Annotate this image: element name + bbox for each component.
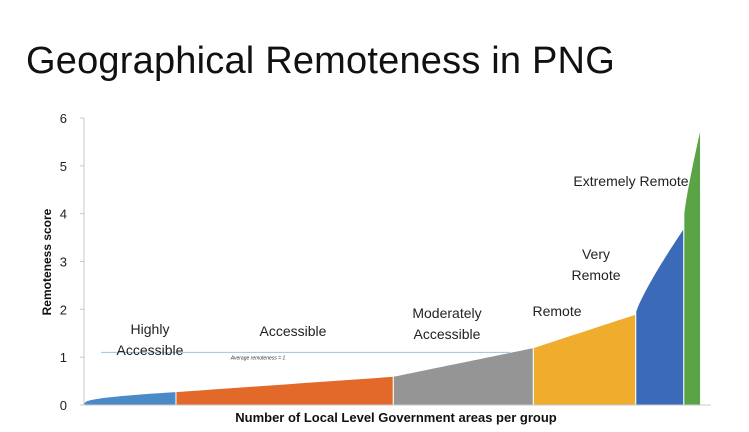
group-label-moderately-accessible: Accessible xyxy=(414,326,481,342)
y-tick-label: 1 xyxy=(60,350,67,365)
y-axis-label: Remoteness score xyxy=(40,208,54,315)
group-label-extremely-remote: Extremely Remote xyxy=(573,173,688,189)
group-label-accessible: Accessible xyxy=(260,323,327,339)
slide-title: Geographical Remoteness in PNG xyxy=(26,40,615,82)
series-area-remote xyxy=(532,313,637,406)
group-label-remote: Remote xyxy=(532,303,581,319)
series-area-extremely-remote xyxy=(683,127,702,406)
group-label-moderately-accessible: Moderately xyxy=(412,305,481,321)
y-tick-label: 0 xyxy=(60,398,67,413)
series-area-very-remote xyxy=(635,226,685,406)
y-tick-label: 6 xyxy=(60,111,67,126)
group-label-highly-accessible: Highly xyxy=(131,321,170,337)
group-label-highly-accessible: Accessible xyxy=(117,342,184,358)
group-label-very-remote: Remote xyxy=(571,267,620,283)
average-line-label: Average remoteness = 1 xyxy=(230,355,286,361)
series-area-highly-accessible xyxy=(83,391,177,406)
y-tick-label: 5 xyxy=(60,159,67,174)
y-tick-label: 2 xyxy=(60,302,67,317)
series-area-accessible xyxy=(175,375,394,406)
x-axis-label: Number of Local Level Government areas p… xyxy=(235,410,557,425)
y-tick-label: 4 xyxy=(60,207,67,222)
group-label-very-remote: Very xyxy=(582,246,610,262)
y-tick-label: 3 xyxy=(60,255,67,270)
series-area-moderately-accessible xyxy=(392,346,534,406)
